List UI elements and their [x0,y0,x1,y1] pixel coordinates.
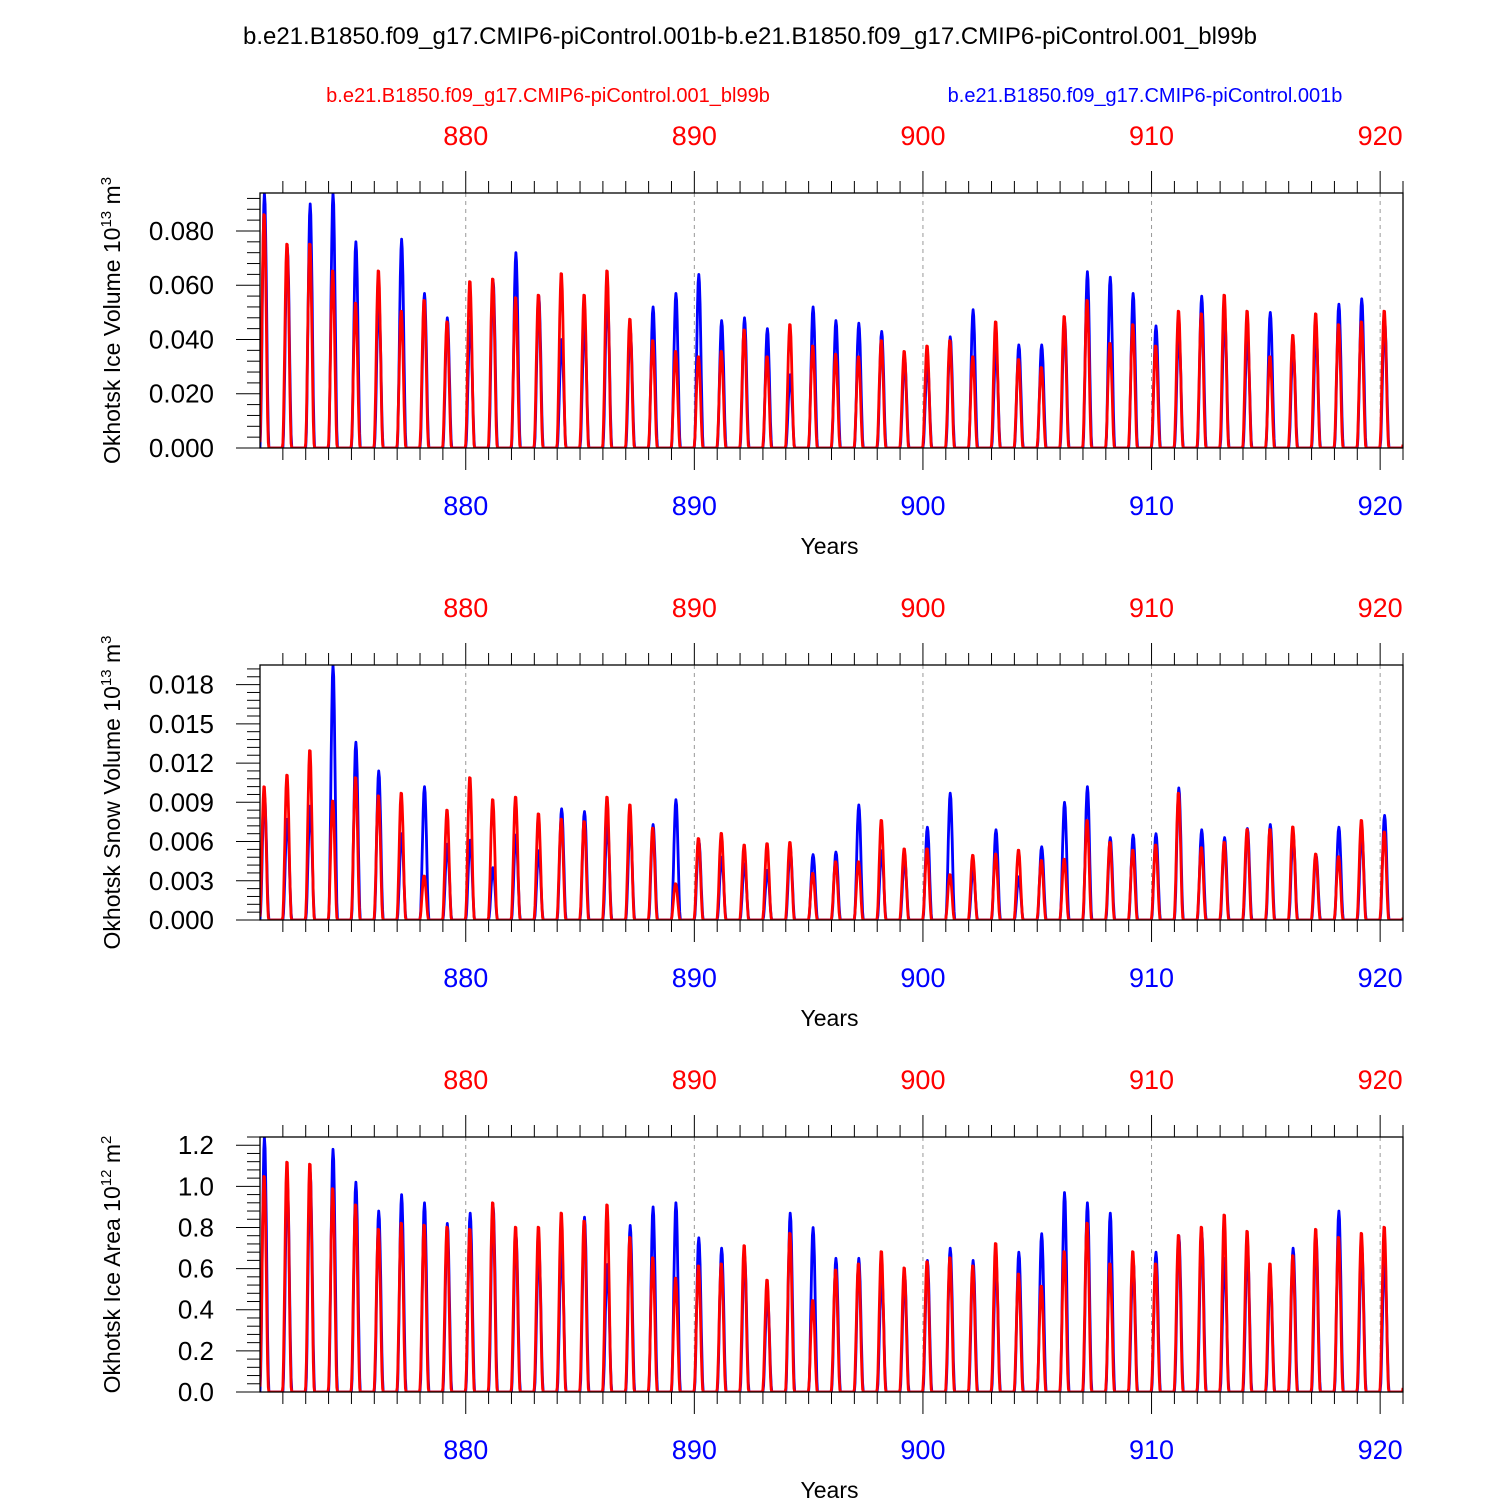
y-tick-label: 0.003 [149,866,214,896]
x-tick-label-bottom: 910 [1129,491,1174,521]
y-axis-label: Okhotsk Snow Volume 1013 m3 [98,636,125,950]
y-axis-label-text: Okhotsk Ice Area 10 [99,1186,125,1393]
x-tick-label-top: 880 [443,121,488,151]
x-tick-label-top: 920 [1358,1065,1403,1095]
x-tick-label-top: 900 [900,593,945,623]
y-axis-label-unit-exponent: 2 [98,1136,115,1144]
x-tick-label-top: 920 [1358,593,1403,623]
y-tick-label: 0.8 [178,1212,214,1242]
plot-frame [259,192,1404,449]
x-tick-label-bottom: 880 [443,963,488,993]
y-tick-label: 0.080 [149,216,214,246]
y-axis-label-unit-exponent: 3 [98,636,115,644]
y-axis-label-exponent: 13 [98,211,115,228]
y-tick-label: 0.000 [149,905,214,935]
series-line-blue [260,665,1403,920]
panels: 0.000 0.020 0.040 0.060 0.080 880 880 890 890 900… [98,121,1404,1500]
y-tick-label: 1.0 [178,1171,214,1201]
y-axis-label-unit: m [99,185,125,211]
y-axis-label: Okhotsk Ice Area 1012 m2 [98,1136,125,1394]
x-tick-label-top: 910 [1129,1065,1174,1095]
x-tick-label-top: 880 [443,593,488,623]
plot-area [260,193,1403,448]
x-tick-label-bottom: 910 [1129,1435,1174,1465]
x-tick-label-top: 910 [1129,593,1174,623]
x-tick-label-bottom: 880 [443,491,488,521]
x-axis-label: Years [801,533,859,559]
x-tick-label-top: 890 [672,593,717,623]
x-axis-label: Years [801,1477,859,1500]
series-line-red [260,749,1403,920]
x-tick-label-top: 900 [900,121,945,151]
y-tick-label: 0.6 [178,1254,214,1284]
y-tick-label: 0.000 [149,433,214,463]
y-axis-label-unit: m [99,644,125,670]
x-tick-label-top: 890 [672,121,717,151]
figure-title: b.e21.B1850.f09_g17.CMIP6-piControl.001b… [243,23,1257,50]
x-tick-label-top: 910 [1129,121,1174,151]
series-line-red [260,213,1403,448]
x-tick-label-bottom: 900 [900,491,945,521]
x-tick-label-bottom: 920 [1358,963,1403,993]
legend-blue-label: b.e21.B1850.f09_g17.CMIP6-piControl.001b [948,85,1343,107]
y-axis-label-unit-exponent: 3 [98,177,115,185]
x-tick-label-top: 880 [443,1065,488,1095]
y-tick-label: 0.015 [149,709,214,739]
y-tick-label: 0.012 [149,748,214,778]
x-tick-label-top: 900 [900,1065,945,1095]
y-tick-label: 0.006 [149,827,214,857]
plot-frame [259,664,1404,921]
y-tick-label: 0.040 [149,324,214,354]
y-tick-label: 0.060 [149,270,214,300]
y-axis-label-text: Okhotsk Ice Volume 10 [99,228,125,465]
y-tick-label: 0.009 [149,787,214,817]
x-tick-label-bottom: 880 [443,1435,488,1465]
chart-panel-3: 0.0 0.2 0.4 0.6 0.8 1.0 1.2 880 880 890 890 900 900 9… [98,1065,1404,1500]
x-tick-label-bottom: 890 [672,491,717,521]
y-axis-label-text: Okhotsk Snow Volume 10 [99,686,125,949]
x-tick-label-bottom: 900 [900,963,945,993]
series-line-red [260,1160,1403,1392]
y-axis-label: Okhotsk Ice Volume 1013 m3 [98,177,125,464]
y-tick-label: 0.0 [178,1377,214,1407]
series-line-blue [260,193,1403,448]
x-tick-label-bottom: 920 [1358,1435,1403,1465]
x-tick-label-bottom: 900 [900,1435,945,1465]
x-axis-label: Years [801,1005,859,1031]
legend-red-label: b.e21.B1850.f09_g17.CMIP6-piControl.001_… [326,85,770,107]
y-tick-label: 1.2 [178,1130,214,1160]
y-tick-label: 0.018 [149,670,214,700]
y-axis-label-unit: m [99,1144,125,1170]
y-tick-label: 0.020 [149,379,214,409]
chart-panel-1: 0.000 0.020 0.040 0.060 0.080 880 880 890 890 900… [98,121,1404,559]
x-tick-label-top: 920 [1358,121,1403,151]
x-tick-label-bottom: 920 [1358,491,1403,521]
y-tick-label: 0.4 [178,1295,214,1325]
plot-area [260,1137,1403,1392]
y-tick-label: 0.2 [178,1336,214,1366]
x-tick-label-bottom: 890 [672,963,717,993]
y-axis-label-exponent: 13 [98,669,115,686]
chart-panel-2: 0.000 0.003 0.006 0.009 0.012 0.015 0.018 880 88… [98,593,1404,1031]
x-tick-label-top: 890 [672,1065,717,1095]
y-axis-label-exponent: 12 [98,1170,115,1187]
x-tick-label-bottom: 890 [672,1435,717,1465]
x-tick-label-bottom: 910 [1129,963,1174,993]
plot-area [260,665,1403,920]
